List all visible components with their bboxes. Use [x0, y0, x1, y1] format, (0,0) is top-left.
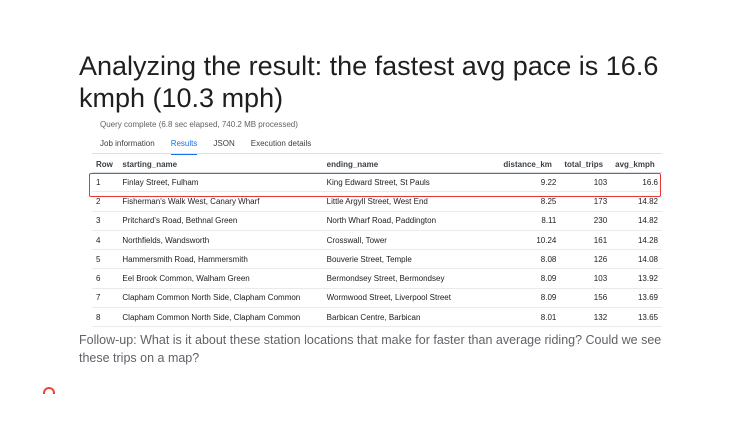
cell-ending-name: King Edward Street, St Pauls: [322, 172, 500, 193]
cell-starting-name: Clapham Common North Side, Clapham Commo…: [118, 288, 323, 309]
tab-results[interactable]: Results: [170, 139, 198, 155]
cell-distance-km: 10.24: [499, 230, 561, 251]
table-row[interactable]: 5 Hammersmith Road, Hammersmith Bouverie S…: [92, 249, 662, 270]
table-row[interactable]: 7 Clapham Common North Side, Clapham Comm…: [92, 288, 662, 309]
cell-avg-kmph: 14.28: [611, 230, 662, 251]
cell-ending-name: Crosswall, Tower: [322, 230, 500, 251]
tab-execution-details[interactable]: Execution details: [250, 139, 312, 148]
column-header-ending-name[interactable]: ending_name: [322, 156, 500, 173]
cell-avg-kmph: 14.82: [611, 211, 662, 231]
cell-starting-name: Northfields, Wandsworth: [118, 230, 323, 251]
cell-row: 3: [92, 211, 119, 231]
cell-total-trips: 156: [560, 288, 612, 309]
cell-row: 1: [92, 172, 119, 193]
table-row[interactable]: 8 Clapham Common North Side, Clapham Comm…: [92, 307, 662, 328]
cell-total-trips: 132: [560, 307, 612, 328]
cell-starting-name: Hammersmith Road, Hammersmith: [118, 249, 323, 270]
highlight-box: [89, 173, 661, 197]
cell-row: 8: [92, 307, 119, 328]
cell-row: 6: [92, 268, 119, 289]
cell-distance-km: 9.22: [499, 172, 561, 193]
logo-mark: [43, 387, 57, 394]
cell-total-trips: 103: [560, 172, 612, 193]
column-header-total-trips[interactable]: total_trips: [560, 156, 612, 173]
cell-distance-km: 8.08: [499, 249, 561, 270]
column-header-distance-km[interactable]: distance_km: [499, 156, 561, 173]
tab-json[interactable]: JSON: [213, 139, 235, 148]
results-table: Row starting_name ending_name distance_k…: [92, 156, 662, 328]
tab-job-information[interactable]: Job information: [100, 139, 155, 148]
cell-avg-kmph: 16.6: [611, 172, 662, 193]
cell-total-trips: 161: [560, 230, 612, 251]
cell-avg-kmph: 13.69: [611, 288, 662, 309]
cell-distance-km: 8.09: [499, 268, 561, 289]
query-status: Query complete (6.8 sec elapsed, 740.2 M…: [100, 120, 298, 129]
table-header-row: Row starting_name ending_name distance_k…: [92, 156, 662, 173]
cell-starting-name: Eel Brook Common, Walham Green: [118, 268, 323, 289]
cell-total-trips: 230: [560, 211, 612, 231]
slide-title: Analyzing the result: the fastest avg pa…: [79, 51, 659, 113]
column-header-avg-kmph[interactable]: avg_kmph: [611, 156, 662, 173]
result-tabs: Job information Results JSON Execution d…: [100, 139, 327, 155]
cell-distance-km: 8.01: [499, 307, 561, 328]
cell-avg-kmph: 13.65: [611, 307, 662, 328]
followup-text: Follow-up: What is it about these statio…: [79, 333, 662, 365]
table-row[interactable]: 4 Northfields, Wandsworth Crosswall, Tower…: [92, 230, 662, 251]
cell-ending-name: Bouverie Street, Temple: [322, 249, 500, 270]
cell-row: 4: [92, 230, 119, 251]
cell-distance-km: 8.11: [499, 211, 561, 231]
cell-starting-name: Clapham Common North Side, Clapham Commo…: [118, 307, 323, 328]
cell-row: 7: [92, 288, 119, 309]
column-header-starting-name[interactable]: starting_name: [118, 156, 323, 173]
cell-ending-name: North Wharf Road, Paddington: [322, 211, 500, 231]
cell-starting-name: Pritchard's Road, Bethnal Green: [118, 211, 323, 231]
cell-total-trips: 126: [560, 249, 612, 270]
cell-avg-kmph: 13.92: [611, 268, 662, 289]
cell-total-trips: 103: [560, 268, 612, 289]
cell-distance-km: 8.09: [499, 288, 561, 309]
table-row[interactable]: 6 Eel Brook Common, Walham Green Bermondse…: [92, 268, 662, 289]
column-header-row[interactable]: Row: [92, 156, 119, 173]
tabs-divider: [92, 153, 662, 154]
cell-avg-kmph: 14.08: [611, 249, 662, 270]
table-row[interactable]: 3 Pritchard's Road, Bethnal Green North Wh…: [92, 211, 662, 231]
cell-ending-name: Barbican Centre, Barbican: [322, 307, 500, 328]
cell-ending-name: Wormwood Street, Liverpool Street: [322, 288, 500, 309]
cell-row: 5: [92, 249, 119, 270]
cell-ending-name: Bermondsey Street, Bermondsey: [322, 268, 500, 289]
table-row[interactable]: 1 Finlay Street, Fulham King Edward Street…: [92, 172, 662, 193]
cell-starting-name: Finlay Street, Fulham: [118, 172, 323, 193]
